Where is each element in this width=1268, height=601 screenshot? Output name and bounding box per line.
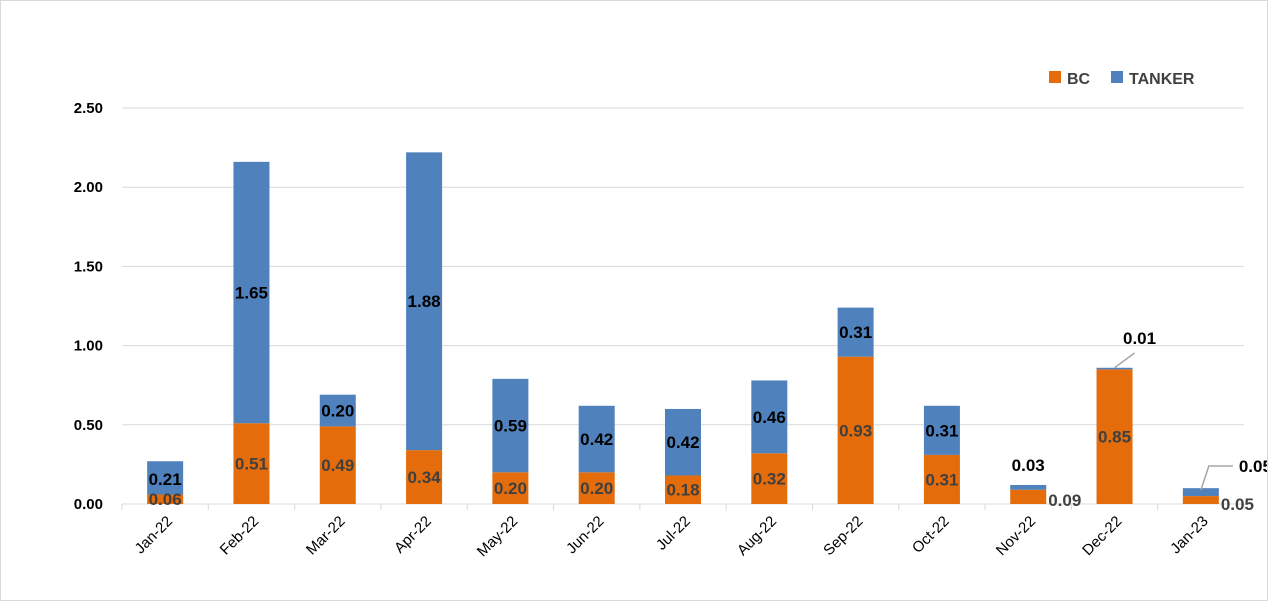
data-label-tanker: 0.46 xyxy=(753,408,786,427)
bar-bc xyxy=(923,454,960,504)
data-label-tanker: 1.88 xyxy=(408,292,441,311)
x-tick-label: Jan-22 xyxy=(132,513,176,557)
y-tick-label: 0.50 xyxy=(74,417,103,434)
bar-tanker xyxy=(578,405,615,473)
data-label-bc: 0.32 xyxy=(753,470,786,489)
data-label-bc: 0.05 xyxy=(1221,495,1254,514)
data-label-tanker: 0.21 xyxy=(149,470,182,489)
y-tick-label: 2.00 xyxy=(74,179,103,196)
bar-tanker xyxy=(923,405,960,455)
bar-tanker xyxy=(233,161,270,424)
data-label-tanker: 0.05 xyxy=(1239,457,1267,476)
bar-bc xyxy=(1096,369,1133,504)
bar-tanker xyxy=(1182,488,1219,497)
data-label-tanker: 0.31 xyxy=(925,421,958,440)
bar-tanker xyxy=(1010,484,1047,490)
bar-bc xyxy=(1182,496,1219,504)
leader-line xyxy=(1200,465,1233,491)
data-label-tanker: 0.20 xyxy=(321,402,354,421)
data-label-bc: 0.09 xyxy=(1048,491,1081,510)
data-label-bc: 0.85 xyxy=(1098,428,1131,447)
x-tick-label: Mar-22 xyxy=(303,513,349,559)
leader-line xyxy=(1114,352,1135,369)
data-label-tanker: 0.59 xyxy=(494,417,527,436)
bar-bc xyxy=(319,426,356,504)
legend-swatch-bc xyxy=(1049,71,1061,83)
data-label-bc: 0.20 xyxy=(580,479,613,498)
bar-tanker xyxy=(1096,367,1133,370)
data-label-bc: 0.18 xyxy=(666,481,699,500)
data-label-tanker: 0.01 xyxy=(1123,329,1156,348)
data-label-bc: 0.49 xyxy=(321,456,354,475)
data-label-tanker: 0.03 xyxy=(1012,456,1045,475)
data-label-tanker: 0.42 xyxy=(580,430,613,449)
x-tick-label: Feb-22 xyxy=(217,513,263,559)
bar-tanker xyxy=(492,378,529,473)
x-tick-label: Oct-22 xyxy=(909,513,953,557)
y-tick-label: 2.50 xyxy=(74,100,103,117)
bar-bc xyxy=(578,472,615,504)
legend-label-tanker: TANKER xyxy=(1129,71,1195,88)
data-label-tanker: 1.65 xyxy=(235,284,268,303)
bar-tanker xyxy=(837,307,874,357)
bar-bc xyxy=(147,494,184,504)
data-label-tanker: 0.42 xyxy=(666,433,699,452)
bar-tanker xyxy=(147,461,184,495)
bar-bc xyxy=(492,472,529,504)
data-label-bc: 0.31 xyxy=(925,470,958,489)
bar-tanker xyxy=(406,152,443,451)
bar-bc xyxy=(837,356,874,504)
x-tick-label: Jun-22 xyxy=(563,513,607,557)
x-tick-label: Nov-22 xyxy=(993,513,1039,559)
bar-tanker xyxy=(751,380,788,454)
data-label-bc: 0.51 xyxy=(235,455,268,474)
y-tick-label: 1.50 xyxy=(74,258,103,275)
bar-bc xyxy=(406,450,443,504)
legend-label-bc: BC xyxy=(1067,71,1091,88)
bar-tanker xyxy=(319,394,356,427)
data-label-tanker: 0.31 xyxy=(839,323,872,342)
x-tick-label: Dec-22 xyxy=(1079,513,1125,559)
x-tick-label: May-22 xyxy=(474,513,521,560)
x-tick-label: Sep-22 xyxy=(820,513,866,559)
bar-tanker xyxy=(665,408,701,476)
bar-bc xyxy=(665,475,701,504)
y-tick-label: 0.00 xyxy=(74,496,103,513)
bar-bc xyxy=(1010,489,1047,504)
data-label-bc: 0.34 xyxy=(408,468,442,487)
y-tick-label: 1.00 xyxy=(74,338,103,355)
data-label-bc: 0.06 xyxy=(149,490,182,509)
bar-bc xyxy=(233,423,270,504)
data-label-bc: 0.93 xyxy=(839,421,872,440)
legend-swatch-tanker xyxy=(1111,71,1123,83)
x-tick-label: Apr-22 xyxy=(391,513,435,557)
x-tick-label: Aug-22 xyxy=(734,513,780,559)
x-tick-label: Jul-22 xyxy=(653,513,694,554)
x-tick-label: Jan-23 xyxy=(1167,513,1211,557)
bar-bc xyxy=(751,453,788,504)
data-label-bc: 0.20 xyxy=(494,479,527,498)
